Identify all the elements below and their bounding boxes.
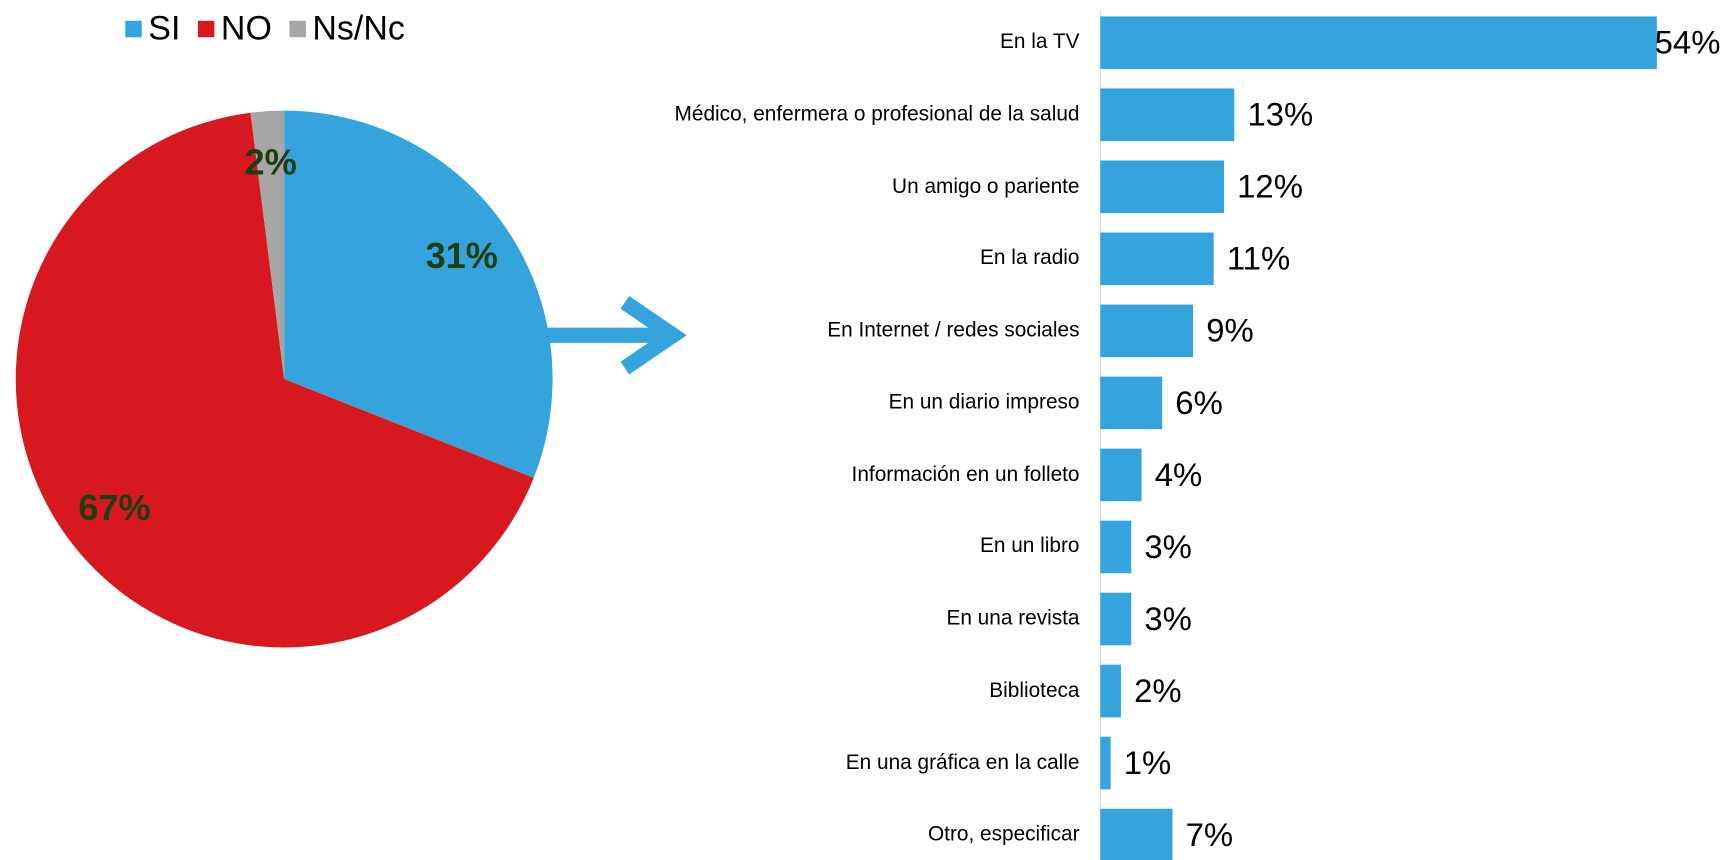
category-label: En un diario impreso [888, 390, 1080, 414]
value-label: 2% [1134, 672, 1182, 709]
category-label: En la radio [979, 246, 1080, 270]
value-label: 12% [1237, 168, 1303, 205]
category-label: Biblioteca [989, 679, 1080, 703]
bar [1100, 808, 1173, 860]
category-label: En Internet / redes sociales [827, 318, 1080, 342]
legend-label: SI [148, 10, 180, 48]
category-label-box: En un libro [979, 534, 1080, 558]
category-label: En una gráfica en la calle [845, 751, 1080, 775]
value-label: 9% [1206, 312, 1254, 349]
category-label-box: En una gráfica en la calle [845, 751, 1080, 775]
legend-label: NO [221, 10, 272, 48]
bar [1100, 232, 1214, 286]
bar [1100, 448, 1142, 502]
value-label: 3% [1144, 600, 1192, 637]
slice-label: 67% [78, 487, 150, 528]
bar [1100, 304, 1194, 358]
value-label: 1% [1124, 744, 1172, 781]
category-label-box: Otro, especificar [927, 823, 1080, 847]
category-label-box: En la TV [1000, 30, 1080, 54]
category-label-box: Médico, enfermera o profesional de la sa… [674, 102, 1080, 126]
category-label: Médico, enfermera o profesional de la sa… [674, 102, 1080, 126]
bar [1100, 376, 1163, 430]
slice-label: 2% [245, 141, 297, 182]
pie-slice [15, 112, 534, 648]
value-label: 4% [1155, 456, 1203, 493]
pie-slice [284, 110, 553, 478]
category-label: En un libro [979, 534, 1080, 558]
category-label: Información en un folleto [851, 462, 1080, 486]
category-label-box: Información en un folleto [851, 462, 1080, 486]
legend-swatch [125, 20, 142, 38]
category-label: Un amigo o pariente [892, 174, 1080, 198]
value-label: 3% [1144, 528, 1192, 565]
category-label-box: En Internet / redes sociales [827, 318, 1080, 342]
bar [1100, 16, 1657, 70]
value-label: 11% [1227, 240, 1290, 277]
arrow [547, 296, 687, 375]
category-label-box: Biblioteca [989, 679, 1080, 703]
category-label-box: Un amigo o pariente [892, 174, 1080, 198]
bar [1100, 592, 1132, 646]
category-label: En una revista [946, 607, 1080, 631]
bar [1100, 664, 1121, 718]
bar [1100, 88, 1235, 142]
bar [1100, 736, 1111, 790]
value-label: 6% [1175, 384, 1223, 421]
pie-slice [250, 110, 285, 380]
category-label: En la TV [1000, 30, 1080, 54]
category-label-box: En un diario impreso [888, 390, 1080, 414]
category-label: Otro, especificar [927, 823, 1080, 847]
value-label: 7% [1186, 816, 1234, 853]
bar [1100, 160, 1225, 214]
value-label: 54% [1655, 24, 1721, 61]
slice-label: 31% [426, 235, 498, 276]
legend-swatch [289, 20, 306, 38]
legend-label: Ns/Nc [312, 10, 404, 48]
bar [1100, 520, 1132, 574]
category-label-box: En una revista [946, 607, 1080, 631]
category-label-box: En la radio [979, 246, 1080, 270]
value-label: 13% [1247, 96, 1313, 133]
legend-swatch [197, 20, 215, 38]
